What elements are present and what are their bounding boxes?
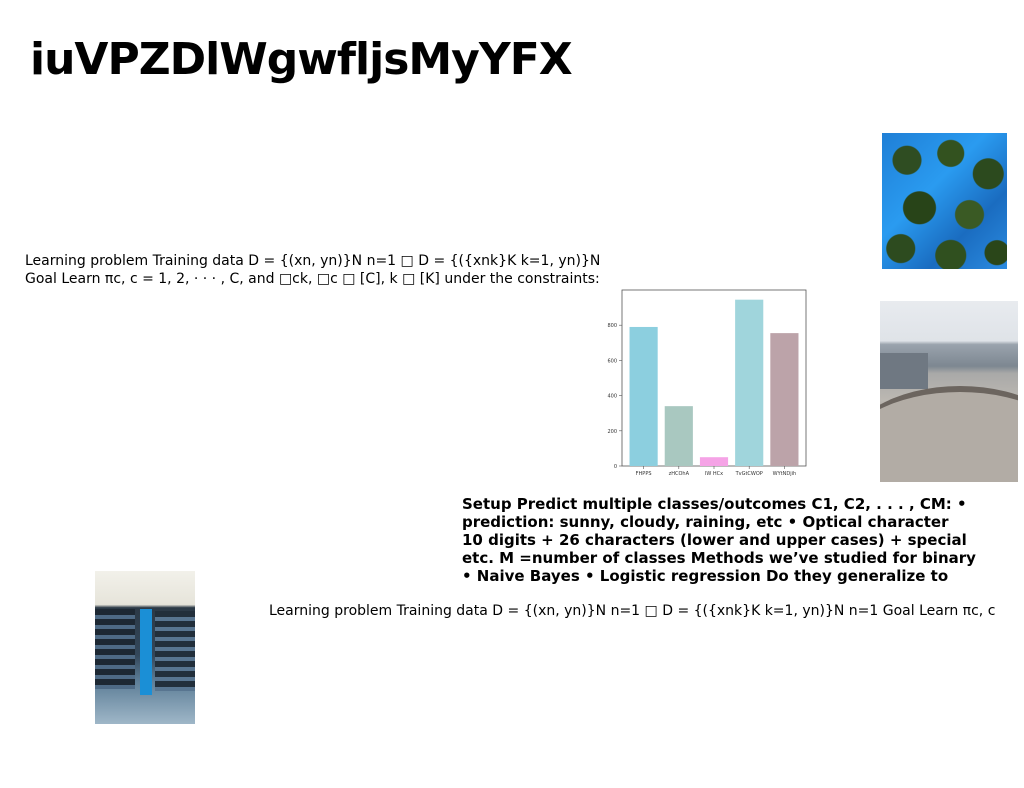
y-tick-label: 200	[607, 429, 617, 435]
avocados-photo	[882, 133, 1007, 269]
bookshelf-shape	[95, 609, 135, 689]
pillar-shape	[140, 609, 152, 695]
text-line: etc. M =number of classes Methods we’ve …	[462, 549, 976, 567]
text-line: Learning problem Training data D = {(xn,…	[269, 603, 996, 619]
x-tick-label: TvGtCWOP	[735, 471, 763, 477]
text-line: Setup Predict multiple classes/outcomes …	[462, 495, 967, 513]
text-line: Goal Learn πc, c = 1, 2, · · · , C, and …	[25, 271, 600, 287]
bookshelf-shape	[155, 611, 195, 691]
text-block-learning-problem-2: Learning problem Training data D = {(xn,…	[269, 602, 995, 620]
bar	[699, 457, 729, 466]
x-tick-label: IW HCx	[705, 471, 723, 477]
bar	[770, 333, 799, 466]
slide-title: iuVPZDlWgwfljsMyYFX	[30, 34, 573, 85]
x-tick-label: zHCOhA	[669, 471, 690, 477]
x-tick-label: WYtNDjih	[773, 471, 797, 477]
bar	[735, 299, 764, 466]
text-block-setup: Setup Predict multiple classes/outcomes …	[462, 495, 1007, 585]
bar	[629, 326, 658, 466]
y-tick-label: 400	[607, 394, 617, 400]
text-line: Learning problem Training data D = {(xn,…	[25, 253, 601, 269]
y-tick-label: 600	[607, 358, 617, 364]
ledge-shape	[880, 353, 928, 389]
bar-chart-svg: 0 200 400 600 800 FHPPS zHCOhA IW HCx TvGtCWOP WY…	[607, 289, 807, 477]
text-line: 10 digits + 26 characters (lower and upp…	[462, 531, 967, 549]
text-block-learning-problem: Learning problem Training data D = {(xn,…	[25, 252, 601, 288]
skatepark-photo	[880, 301, 1018, 482]
y-tick-label: 800	[607, 323, 617, 329]
library-photo	[95, 571, 195, 724]
ramp-shape	[880, 386, 1018, 482]
text-line: • Naive Bayes • Logistic regression Do t…	[462, 567, 949, 585]
y-tick-label: 0	[614, 464, 617, 470]
bar	[664, 406, 693, 466]
x-tick-label: FHPPS	[636, 471, 652, 477]
text-line: prediction: sunny, cloudy, raining, etc …	[462, 513, 949, 531]
bar-chart: 0 200 400 600 800 FHPPS zHCOhA IW HCx TvGtCWOP WY…	[595, 284, 815, 479]
